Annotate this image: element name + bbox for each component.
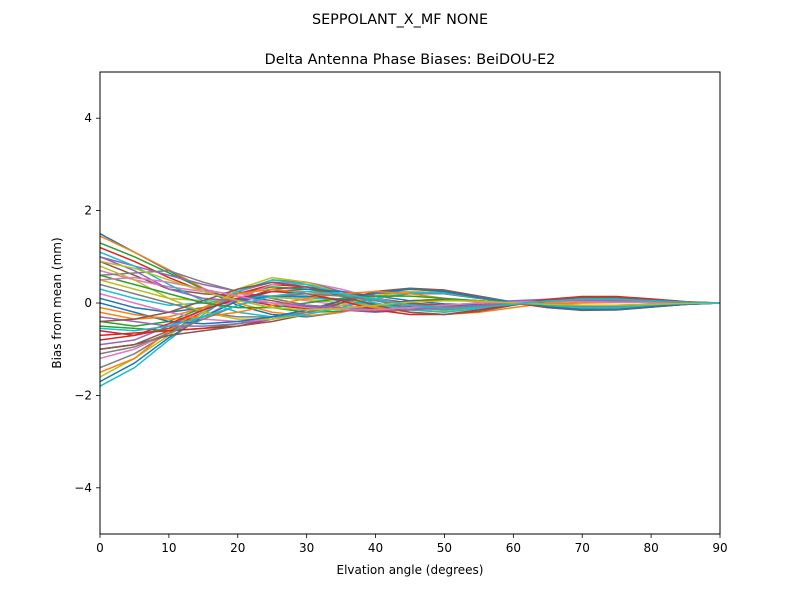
x-tick-label: 40 [368, 541, 383, 555]
x-axis-label: Elvation angle (degrees) [337, 563, 484, 577]
y-tick-label: −4 [74, 481, 92, 495]
x-tick-label: 30 [299, 541, 314, 555]
series-layer [100, 233, 720, 387]
y-tick-label: 2 [84, 204, 92, 218]
x-axis: 0 10 20 30 40 50 60 70 80 90 [96, 534, 728, 555]
y-axis-label: Bias from mean (mm) [50, 237, 64, 368]
x-tick-label: 90 [712, 541, 727, 555]
series-line-36 [100, 281, 720, 323]
y-tick-label: −2 [74, 388, 92, 402]
x-tick-label: 50 [437, 541, 452, 555]
series-line-34 [100, 290, 720, 341]
x-tick-label: 70 [575, 541, 590, 555]
x-tick-label: 60 [506, 541, 521, 555]
x-tick-label: 10 [161, 541, 176, 555]
chart-title: Delta Antenna Phase Biases: BeiDOU-E2 [265, 52, 556, 68]
y-tick-label: 4 [84, 111, 92, 125]
y-tick-label: 0 [84, 296, 92, 310]
x-tick-label: 0 [96, 541, 104, 555]
series-line-40 [100, 290, 720, 332]
series-line-39 [100, 260, 720, 311]
x-tick-label: 20 [230, 541, 245, 555]
series-line-31 [100, 288, 720, 325]
x-tick-label: 80 [643, 541, 658, 555]
y-axis: −4 −2 0 2 4 [74, 111, 100, 495]
figure-suptitle: SEPPOLANT_X_MF NONE [312, 12, 488, 28]
series-line-37 [100, 276, 720, 311]
